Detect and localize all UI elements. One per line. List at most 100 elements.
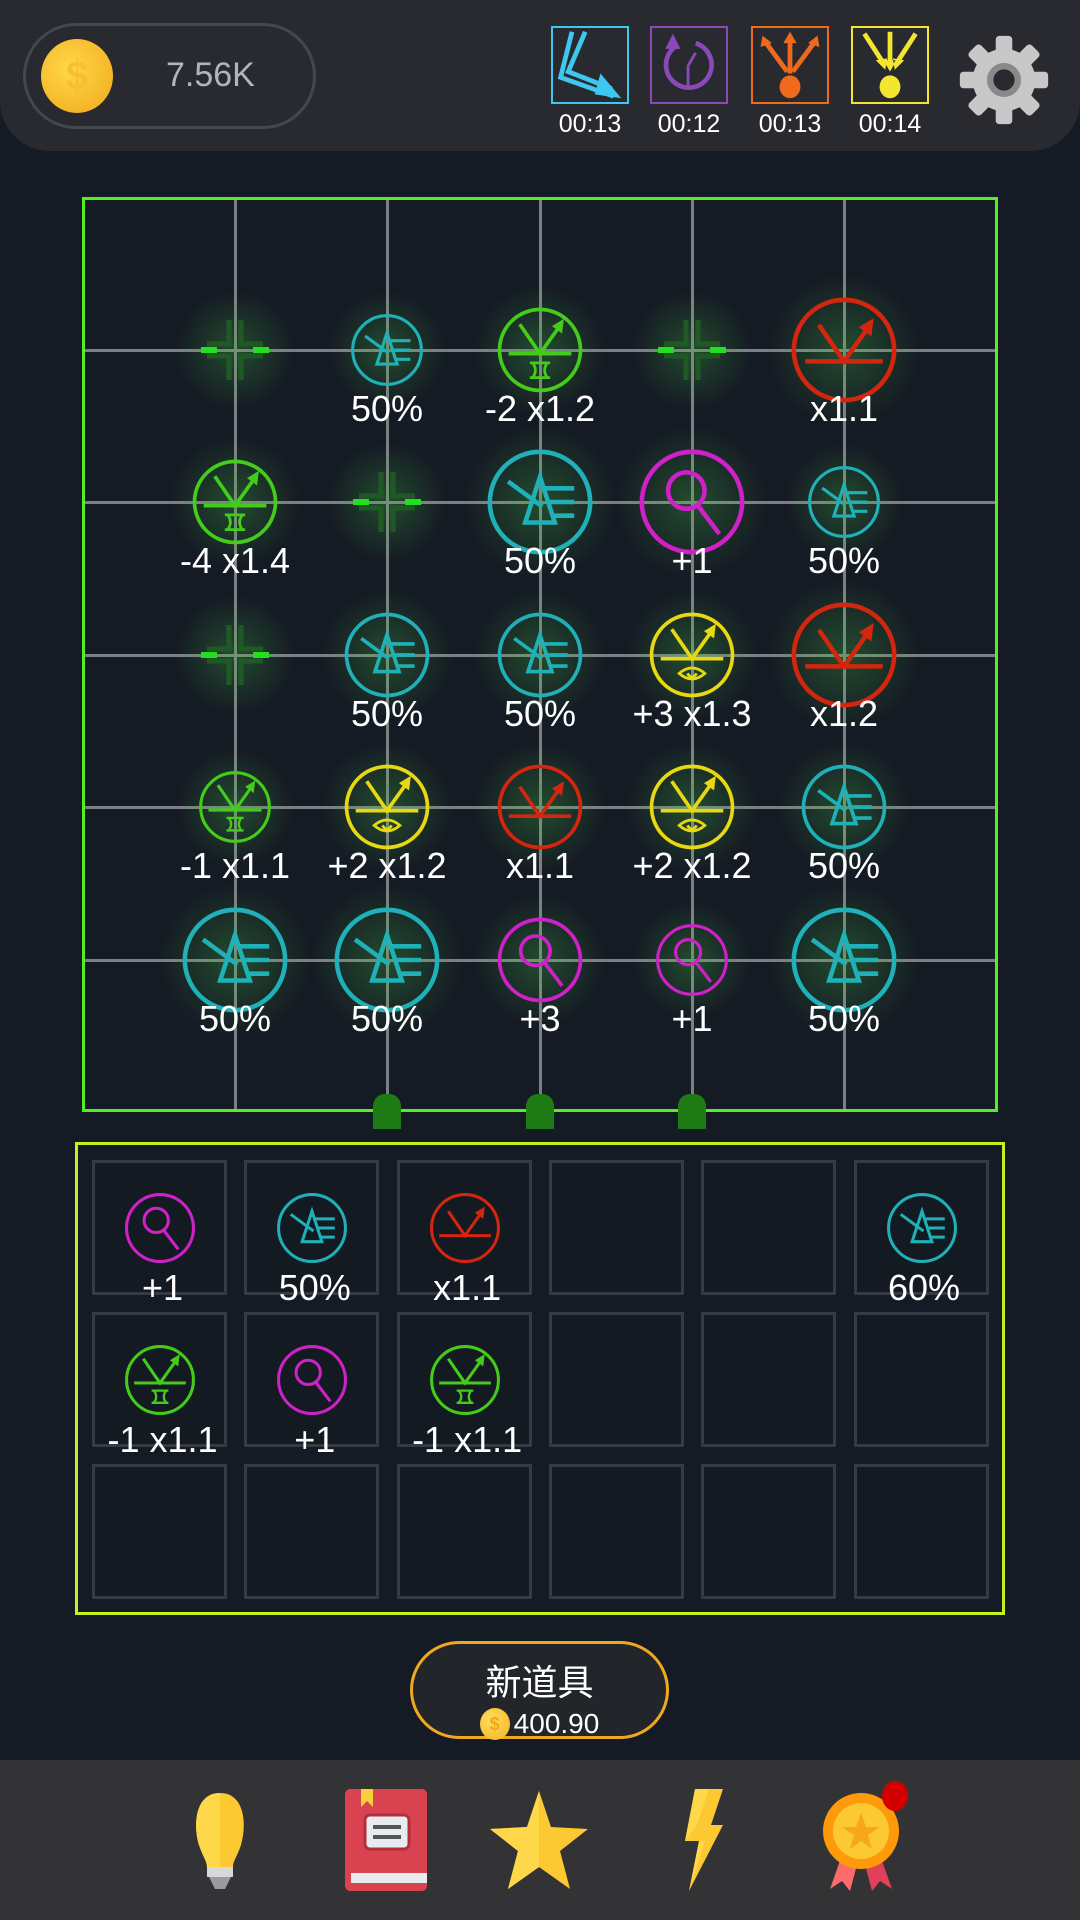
nav-hints-button[interactable] <box>165 1785 275 1895</box>
node-glow <box>633 901 751 1019</box>
board-piece-prism[interactable] <box>348 311 426 389</box>
node-glow <box>778 741 910 873</box>
board-piece-prism[interactable] <box>805 463 883 541</box>
board-piece-prism[interactable] <box>330 903 444 1017</box>
item-label: -1 x1.1 <box>412 1419 523 1460</box>
price-value: 400.90 <box>513 1708 600 1739</box>
magnifier-icon <box>656 924 728 996</box>
empty-slot-crosshair-icon[interactable] <box>199 619 271 691</box>
booster-timer: 00:12 <box>657 110 721 138</box>
inventory-slot[interactable] <box>396 1464 532 1599</box>
piece-label: -1 x1.1 <box>179 845 291 886</box>
board-piece-reflector[interactable] <box>787 598 901 712</box>
inventory-slot[interactable]: -1 x1.1 <box>92 1312 227 1460</box>
new-item-button[interactable]: 新道具 $ 400.90 <box>410 1641 669 1740</box>
booster-time-rewind[interactable] <box>650 26 728 104</box>
inventory-slot[interactable] <box>92 1464 227 1599</box>
prism-icon <box>808 466 880 538</box>
item-label: 60% <box>887 1267 961 1308</box>
inventory-piece-reflector-lens[interactable] <box>122 1342 198 1418</box>
piece-label: +1 <box>671 540 713 581</box>
inventory-piece-magnifier[interactable] <box>122 1190 198 1266</box>
board-piece-magnifier[interactable] <box>653 921 731 999</box>
medal-icon <box>823 1793 899 1891</box>
inventory-slot[interactable]: x1.1 <box>396 1160 532 1308</box>
board-piece-magnifier[interactable] <box>494 914 586 1006</box>
prism-icon <box>351 314 423 386</box>
prism-icon <box>487 449 593 555</box>
inventory-slot[interactable] <box>701 1464 837 1599</box>
reflector-icon <box>429 1193 500 1263</box>
piece-label: +3 <box>519 998 561 1039</box>
board-piece-reflector[interactable] <box>494 761 586 853</box>
inventory-slot[interactable] <box>701 1160 837 1295</box>
inventory-slot[interactable] <box>548 1312 684 1447</box>
empty-slot-crosshair-icon[interactable] <box>199 314 271 386</box>
board-piece-prism[interactable] <box>483 445 597 559</box>
booster-lightning-multi[interactable] <box>551 26 629 104</box>
board-piece-reflector-lens[interactable] <box>196 768 274 846</box>
inventory-slot[interactable] <box>701 1312 837 1447</box>
reflector-lens-icon <box>192 459 278 545</box>
inventory-slot[interactable] <box>853 1464 989 1599</box>
booster-split-arrows[interactable] <box>751 26 829 104</box>
coin-icon: $ <box>41 39 113 113</box>
new-item-label: 新道具 <box>485 1662 594 1703</box>
coin-icon: $ <box>479 1708 510 1740</box>
inventory-slot[interactable]: -1 x1.1 <box>396 1312 532 1460</box>
piece-label: x1.1 <box>505 845 575 886</box>
inventory-slot[interactable] <box>548 1464 684 1599</box>
reflector-lens-icon <box>429 1345 500 1415</box>
board-piece-prism[interactable] <box>798 761 890 853</box>
node-glow <box>474 894 606 1026</box>
nav-favorites-button[interactable] <box>484 1785 594 1895</box>
inventory-slot[interactable]: 60% <box>853 1160 989 1308</box>
board-piece-prism[interactable] <box>341 609 433 701</box>
rewind-clock-icon <box>663 33 714 90</box>
node-glow <box>474 589 606 721</box>
magnifier-icon <box>277 1345 348 1415</box>
inventory-slot[interactable] <box>548 1160 684 1295</box>
inventory-slot[interactable]: 50% <box>244 1160 380 1308</box>
inventory-piece-prism[interactable] <box>884 1190 960 1266</box>
slot-glow <box>175 290 295 410</box>
converge-arrows-icon <box>862 31 918 99</box>
node-glow <box>321 741 453 873</box>
node-glow <box>321 589 453 721</box>
inventory-piece-reflector-lens[interactable] <box>427 1342 503 1418</box>
board-piece-magnifier[interactable] <box>635 445 749 559</box>
piece-label: +3 x1.3 <box>632 693 752 734</box>
booster-converge-arrows[interactable] <box>851 26 929 104</box>
inventory-piece-magnifier[interactable] <box>274 1342 350 1418</box>
nav-boost-button[interactable] <box>645 1785 755 1895</box>
nav-achievements-button[interactable] <box>806 1781 916 1895</box>
settings-gear-icon[interactable] <box>958 34 1050 126</box>
board-piece-reflector[interactable] <box>787 293 901 407</box>
board-piece-prism[interactable] <box>494 609 586 701</box>
star-icon <box>490 1791 588 1889</box>
magnifier-icon <box>497 917 583 1003</box>
inventory-slot[interactable] <box>244 1464 380 1599</box>
prism-icon <box>182 907 288 1013</box>
game-board[interactable]: 50% -2 x1.2 x1.1 -4 x1.4 50% +1 50% 50% … <box>82 197 998 1112</box>
empty-slot-crosshair-icon[interactable] <box>351 466 423 538</box>
empty-slot-crosshair-icon[interactable] <box>656 314 728 386</box>
prism-icon <box>344 612 430 698</box>
inventory-piece-reflector[interactable] <box>427 1190 503 1266</box>
inventory-piece-prism[interactable] <box>274 1190 350 1266</box>
board-piece-prism[interactable] <box>787 903 901 1017</box>
nav-guide-button[interactable] <box>325 1785 435 1895</box>
inventory-slot[interactable]: +1 <box>244 1312 380 1460</box>
inventory-slot[interactable] <box>853 1312 989 1447</box>
inventory-slot[interactable]: +1 <box>92 1160 227 1308</box>
board-piece-reflector-lens[interactable] <box>494 304 586 396</box>
magnifier-icon <box>639 449 745 555</box>
reflector-lens-icon <box>199 771 271 843</box>
booster-timer: 00:14 <box>858 110 922 138</box>
board-piece-reflector-eye[interactable] <box>646 761 738 853</box>
board-piece-prism[interactable] <box>178 903 292 1017</box>
board-piece-reflector-eye[interactable] <box>646 609 738 701</box>
board-piece-reflector-lens[interactable] <box>189 456 281 548</box>
notification-badge <box>882 1781 908 1811</box>
board-piece-reflector-eye[interactable] <box>341 761 433 853</box>
